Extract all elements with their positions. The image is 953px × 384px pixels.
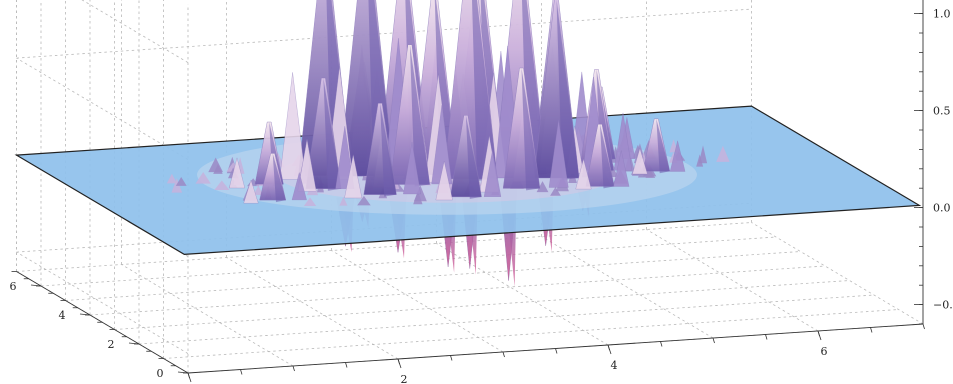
tick-labels: 02460246−0.50.00.51.0 [10, 8, 953, 384]
floor-grid-line [751, 222, 924, 325]
surface-ripple [536, 181, 549, 193]
surface-ripple [357, 195, 371, 206]
surface-peak [575, 158, 592, 190]
floor-grid-line [226, 257, 399, 360]
y-tick-label: 0 [157, 367, 164, 380]
x-minor-tick [345, 362, 348, 368]
surface-ripple [339, 196, 348, 206]
surface-ripple [253, 185, 264, 195]
x-minor-tick [712, 337, 715, 344]
z-tick-label: 0.0 [933, 202, 951, 215]
surface-ripple [214, 180, 230, 190]
surface-peak [291, 171, 307, 201]
surface-peak-shade [472, 0, 498, 181]
x-minor-tick [765, 334, 768, 340]
surface-peak-shade [556, 0, 580, 180]
floor-grid-line [40, 236, 777, 287]
x-minor-tick [450, 355, 453, 361]
side-wall-grid-line [16, 57, 189, 160]
floor-grid-line [121, 264, 294, 367]
surface-peaks [229, 0, 686, 204]
surface-peak [613, 150, 630, 187]
surface-ripple [716, 145, 730, 162]
z-tick-label: 1.0 [933, 8, 951, 21]
surface-ripple [208, 157, 223, 173]
surface-peak [344, 154, 363, 199]
surface-peak [229, 157, 245, 189]
surface-peak-shade [409, 44, 430, 187]
x-minor-tick [817, 330, 820, 337]
axis-ticks [11, 13, 925, 383]
surface-ripple [166, 173, 177, 184]
x-minor-tick [502, 351, 505, 358]
z-tick-label: 0.5 [933, 105, 951, 118]
surface-peak [435, 160, 453, 201]
surface-ripple [550, 186, 561, 196]
floor-grid-line [541, 236, 714, 339]
floor-grid-line [138, 294, 875, 345]
surface-peak [483, 150, 502, 197]
surface-ripple [175, 177, 187, 186]
x-minor-tick [922, 323, 925, 330]
x-minor-tick [292, 365, 295, 372]
floor-grid-line [65, 251, 801, 301]
x-minor-tick [870, 327, 873, 333]
surface-peak-shade [465, 115, 482, 199]
surface-peak-shade [600, 124, 615, 189]
surface-peak [243, 179, 259, 204]
surface-peak-shade [656, 118, 670, 174]
x-minor-tick [660, 341, 663, 347]
x-minor-tick [397, 358, 400, 365]
surface-peak [548, 119, 569, 188]
floor-grid-line [114, 280, 850, 330]
x-minor-tick [607, 344, 610, 351]
surface-peak-shade [323, 78, 342, 191]
surface-peak-shade [272, 153, 286, 203]
floor-grid-line [331, 250, 504, 353]
x-tick-label: 4 [611, 359, 618, 372]
surface-peak [632, 147, 648, 175]
y-tick-label: 6 [10, 280, 17, 293]
z-tick-label: −0.5 [933, 299, 953, 312]
side-wall-grid-line [16, 251, 189, 354]
floor-grid-line [646, 229, 819, 332]
side-wall-grid-line [81, 0, 189, 63]
floor-grid-line [163, 309, 899, 359]
floor-grid-line [89, 265, 826, 316]
surface-peak [297, 139, 317, 192]
y-tick-label: 2 [108, 338, 115, 351]
floor-grid-line [16, 222, 752, 272]
surface-ripple [195, 172, 211, 184]
surface-peak-shade [521, 68, 540, 191]
x-minor-tick [240, 369, 243, 375]
surface-peak [403, 141, 421, 195]
x-minor-tick [187, 372, 190, 379]
x-minor-tick [555, 348, 558, 354]
y-tick-label: 4 [59, 309, 66, 322]
surface-ripple [698, 145, 708, 164]
surface-peak [669, 140, 686, 172]
surface-ripple [303, 197, 317, 206]
x-tick-label: 6 [821, 345, 828, 358]
back-wall-grid-line [16, 8, 752, 59]
surface-peak-shade [380, 103, 397, 197]
x-tick-label: 2 [401, 373, 408, 384]
surface-peak [279, 72, 306, 180]
floor-grid-line [436, 243, 609, 346]
